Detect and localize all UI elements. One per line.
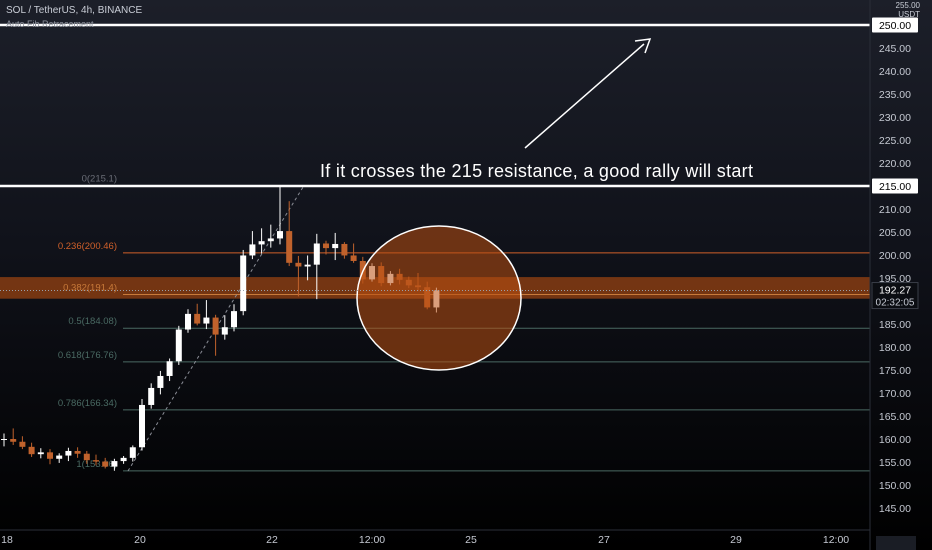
candle-body <box>175 329 182 362</box>
candle-body <box>185 313 191 330</box>
highlight-circle <box>356 225 522 371</box>
candle-body <box>231 311 237 328</box>
last-price-countdown: 02:32:05 <box>876 298 915 309</box>
price-tick-label: 195.00 <box>879 273 911 285</box>
axis-settings-button <box>876 536 916 550</box>
price-tick-label: 235.00 <box>879 89 911 101</box>
price-tick-label: 155.00 <box>879 457 911 469</box>
candle-body <box>47 452 53 459</box>
price-tick-label: 220.00 <box>879 158 911 170</box>
last-price-label: 192.27 <box>879 285 911 297</box>
time-tick-label: 12:00 <box>359 534 385 546</box>
candle-body <box>350 255 357 261</box>
candle-body <box>129 447 136 458</box>
time-tick-label: 18 <box>1 534 13 546</box>
price-axis-currency: USDT <box>898 10 920 19</box>
candle-body <box>221 327 228 335</box>
price-tick-label: 185.00 <box>879 319 911 331</box>
price-tick-label: 225.00 <box>879 135 911 147</box>
candle-body <box>249 244 256 256</box>
price-tag-box <box>872 178 918 194</box>
fib-level-label: 0.618(176.76) <box>58 350 117 361</box>
annotation-arrow-shaft <box>524 43 645 149</box>
fib-trend-line <box>127 185 305 472</box>
price-tick-label: 150.00 <box>879 480 911 492</box>
time-tick-label: 22 <box>266 534 278 546</box>
candle-body <box>313 243 320 265</box>
price-tag-label: 250.00 <box>879 20 911 32</box>
plot-area: 0(215.1) 0.236(200.46) 0.382(191.4) 0.5(184… <box>0 23 870 472</box>
price-tick-label: 210.00 <box>879 204 911 216</box>
candle-body <box>28 446 35 455</box>
price-tick-label: 200.00 <box>879 250 911 262</box>
time-tick-label: 12:00 <box>823 534 849 546</box>
price-tick-label: 240.00 <box>879 66 911 78</box>
candle-body <box>139 404 145 448</box>
candle-body <box>240 255 247 312</box>
candle-body <box>56 455 63 459</box>
time-tick-label: 27 <box>598 534 610 546</box>
fib-level-label: 1(153.06) <box>76 459 117 470</box>
candle-body <box>83 453 90 461</box>
annotation-arrow-head <box>634 38 652 54</box>
candle-body <box>74 450 81 454</box>
candle-body <box>111 461 118 467</box>
candle-body <box>93 460 99 462</box>
candle-body <box>267 238 274 242</box>
price-tick-label: 165.00 <box>879 411 911 423</box>
fib-level-label: 0.5(184.08) <box>68 316 117 327</box>
candle-body <box>203 317 210 324</box>
time-tick-label: 29 <box>730 534 742 546</box>
price-tick-label: 170.00 <box>879 388 911 400</box>
candle-body <box>295 262 302 267</box>
candle-body <box>166 361 173 376</box>
candle-body <box>304 264 311 267</box>
price-tag-box <box>872 17 918 33</box>
price-tick-label: 175.00 <box>879 365 911 377</box>
price-tick-label: 160.00 <box>879 434 911 446</box>
candle-body <box>212 317 219 335</box>
time-tick-label: 20 <box>134 534 146 546</box>
candle-body <box>341 243 348 256</box>
candle-body <box>286 231 293 263</box>
indicator-name[interactable]: Auto Fib Retracement <box>6 19 94 29</box>
price-axis-unit: 255.00 USDT <box>896 1 920 19</box>
candle-body <box>1 439 7 440</box>
fib-level-label: 0.786(166.34) <box>58 398 117 409</box>
price-axis-top-label: 255.00 <box>895 1 920 10</box>
time-tick-label: 25 <box>465 534 477 546</box>
price-tick-label: 145.00 <box>879 503 911 515</box>
fib-level-label: 0.382(191.4) <box>63 283 117 294</box>
candle-body <box>194 313 201 324</box>
candle-body <box>157 375 164 388</box>
price-tick-label: 180.00 <box>879 342 911 354</box>
time-axis: 18 20 22 12:00 25 27 29 12:00 <box>0 529 916 550</box>
candle-body <box>277 231 283 239</box>
candle-body <box>102 461 109 467</box>
candle-body <box>332 243 339 249</box>
candle-body <box>258 241 265 245</box>
annotation-text[interactable]: If it crosses the 215 resistance, a good… <box>320 161 754 181</box>
symbol-title[interactable]: SOL / TetherUS, 4h, BINANCE <box>6 5 143 16</box>
candle-body <box>148 387 155 405</box>
price-tick-label: 205.00 <box>879 227 911 239</box>
candle-body <box>10 439 17 442</box>
candle-body <box>19 441 26 447</box>
candle-body <box>37 452 44 455</box>
candle-body <box>120 457 127 462</box>
candle-body <box>65 450 72 456</box>
fib-level-label: 0(215.1) <box>82 174 117 185</box>
price-tick-label: 245.00 <box>879 43 911 55</box>
candle-body <box>323 243 329 249</box>
last-price-box <box>871 282 919 310</box>
price-axis: 145.00 150.00 155.00 160.00 165.00 170.00 175.… <box>869 0 919 550</box>
fib-level-label: 0.236(200.46) <box>58 241 117 252</box>
price-tag-label: 215.00 <box>879 181 911 193</box>
price-tick-label: 230.00 <box>879 112 911 124</box>
